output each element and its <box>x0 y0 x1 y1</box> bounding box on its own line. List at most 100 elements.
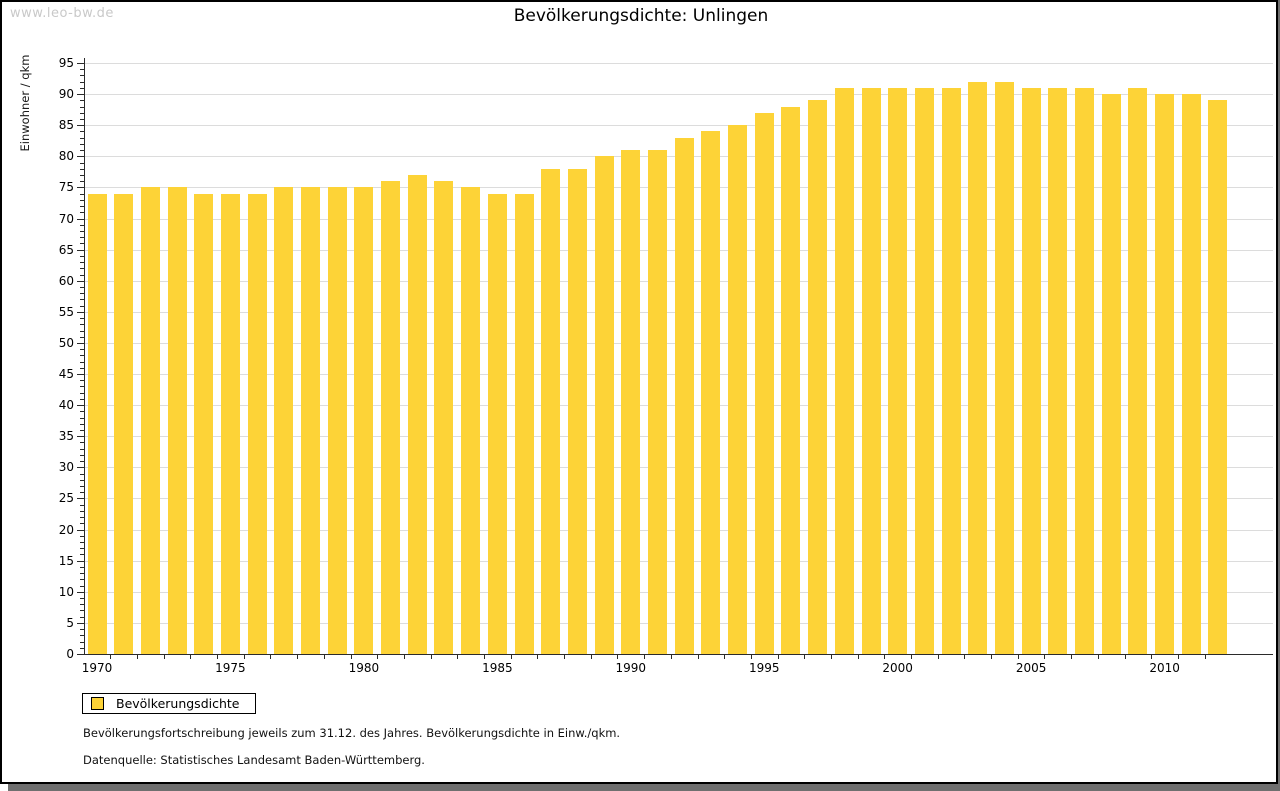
x-tick-1999 <box>884 655 886 659</box>
y-minor-tick-4 <box>80 629 84 631</box>
y-tick-label-15: 15 <box>58 553 74 568</box>
y-minor-tick-47 <box>80 361 84 363</box>
bar-1999 <box>861 87 881 654</box>
y-minor-tick-83 <box>80 137 84 139</box>
y-minor-tick-51 <box>80 336 84 338</box>
chart-title: Bevölkerungsdichte: Unlingen <box>513 6 769 26</box>
bar-1976 <box>247 193 267 654</box>
x-tick-label-1990: 1990 <box>615 661 647 675</box>
y-minor-tick-52 <box>80 330 84 332</box>
y-minor-tick-79 <box>80 162 84 164</box>
y-minor-tick-61 <box>80 274 84 276</box>
y-minor-tick-16 <box>80 554 84 556</box>
y-tick-label-80: 80 <box>58 149 74 164</box>
y-tick-label-40: 40 <box>58 398 74 413</box>
y-minor-tick-68 <box>80 230 84 232</box>
y-minor-tick-58 <box>80 293 84 295</box>
x-tick-2000 <box>911 655 913 659</box>
y-tick-label-25: 25 <box>58 491 74 506</box>
y-minor-tick-3 <box>80 635 84 637</box>
x-tick-1977 <box>297 655 299 659</box>
x-tick-1981 <box>403 655 405 659</box>
y-minor-tick-69 <box>80 224 84 226</box>
y-minor-tick-89 <box>80 100 84 102</box>
bar-1995 <box>754 112 774 654</box>
y-minor-tick-6 <box>80 616 84 618</box>
y-minor-tick-26 <box>80 492 84 494</box>
y-tick-label-95: 95 <box>58 56 74 70</box>
y-minor-tick-28 <box>80 479 84 481</box>
y-tick-label-20: 20 <box>58 522 74 537</box>
y-tick-label-65: 65 <box>58 242 74 257</box>
x-tick-1997 <box>830 655 832 659</box>
y-major-tick-90 <box>77 94 84 96</box>
legend-swatch-icon <box>91 697 104 710</box>
y-axis-line <box>84 58 85 655</box>
y-minor-tick-62 <box>80 268 84 270</box>
bar-2004 <box>994 81 1014 654</box>
x-tick-1992 <box>697 655 699 659</box>
y-tick-label-70: 70 <box>58 211 74 226</box>
y-major-tick-55 <box>77 311 84 313</box>
bar-1971 <box>114 193 134 654</box>
y-major-tick-40 <box>77 405 84 407</box>
bar-1981 <box>381 181 401 654</box>
x-tick-label-2005: 2005 <box>1015 661 1047 675</box>
x-tick-1986 <box>537 655 539 659</box>
x-tick-1998 <box>857 655 859 659</box>
bar-2001 <box>914 87 934 654</box>
x-tick-1985 <box>510 655 512 659</box>
y-minor-tick-8 <box>80 604 84 606</box>
y-minor-tick-17 <box>80 548 84 550</box>
bar-1974 <box>194 193 214 654</box>
bar-1975 <box>220 193 240 654</box>
y-major-tick-30 <box>77 467 84 469</box>
bar-2005 <box>1021 87 1041 654</box>
y-minor-tick-29 <box>80 473 84 475</box>
x-tick-1978 <box>323 655 325 659</box>
x-tick-2008 <box>1124 655 1126 659</box>
y-minor-tick-43 <box>80 386 84 388</box>
x-tick-1975 <box>243 655 245 659</box>
x-tick-2007 <box>1097 655 1099 659</box>
y-minor-tick-42 <box>80 392 84 394</box>
x-tick-1993 <box>724 655 726 659</box>
x-tick-label-2010: 2010 <box>1149 661 1180 675</box>
bar-1970 <box>87 193 107 654</box>
bar-2010 <box>1155 94 1175 654</box>
x-tick-label-1995: 1995 <box>748 661 780 675</box>
x-axis-line <box>84 654 1273 655</box>
y-tick-label-0: 0 <box>66 647 74 661</box>
y-minor-tick-82 <box>80 143 84 145</box>
x-tick-1982 <box>430 655 432 659</box>
y-minor-tick-53 <box>80 324 84 326</box>
bar-2007 <box>1075 87 1095 654</box>
y-minor-tick-14 <box>80 566 84 568</box>
bar-1996 <box>781 106 801 654</box>
y-minor-tick-76 <box>80 181 84 183</box>
bar-1998 <box>834 87 854 654</box>
y-major-tick-5 <box>77 622 84 624</box>
legend-label: Bevölkerungsdichte <box>116 696 240 711</box>
y-minor-tick-88 <box>80 106 84 108</box>
y-minor-tick-38 <box>80 417 84 419</box>
footnote-source: Datenquelle: Statistisches Landesamt Bad… <box>83 753 425 767</box>
y-minor-tick-23 <box>80 510 84 512</box>
y-minor-tick-39 <box>80 411 84 413</box>
x-tick-1990 <box>644 655 646 659</box>
y-minor-tick-19 <box>80 535 84 537</box>
y-minor-tick-36 <box>80 430 84 432</box>
y-minor-tick-48 <box>80 355 84 357</box>
y-minor-tick-7 <box>80 610 84 612</box>
y-minor-tick-93 <box>80 75 84 77</box>
y-minor-tick-71 <box>80 212 84 214</box>
bar-1991 <box>647 150 667 654</box>
bar-1979 <box>327 187 347 654</box>
y-minor-tick-24 <box>80 504 84 506</box>
y-minor-tick-74 <box>80 193 84 195</box>
bar-2006 <box>1048 87 1068 654</box>
bar-1982 <box>407 174 427 654</box>
y-minor-tick-64 <box>80 255 84 257</box>
bar-1985 <box>487 193 507 654</box>
